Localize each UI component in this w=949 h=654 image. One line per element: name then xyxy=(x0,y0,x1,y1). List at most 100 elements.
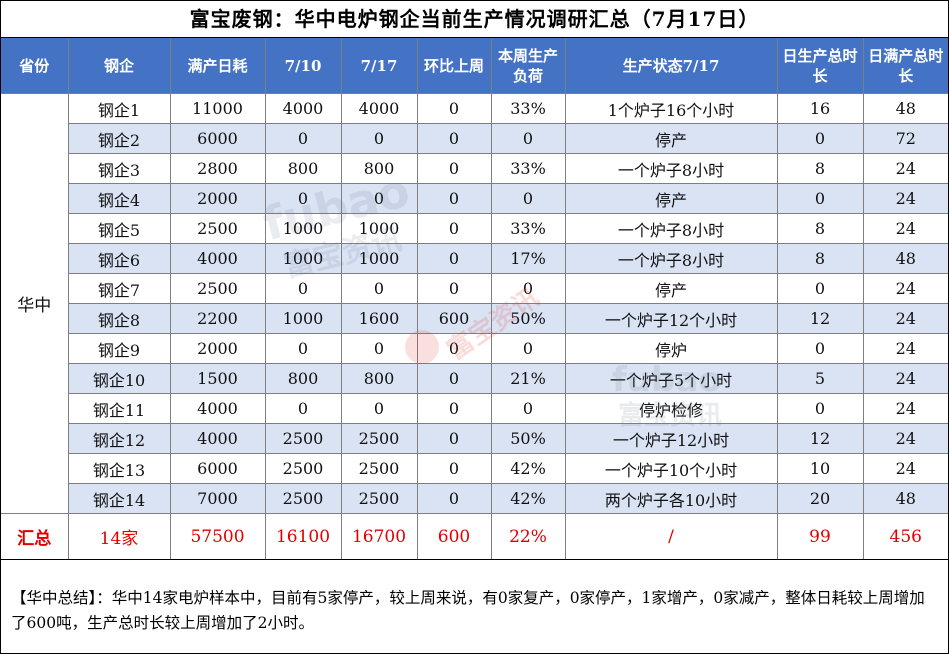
cell-prod-hours: 0 xyxy=(776,123,864,154)
cell-load: 33% xyxy=(490,93,566,124)
header-province: 省份 xyxy=(1,38,69,94)
cell-wow: 0 xyxy=(416,213,492,244)
cell-load: 42% xyxy=(490,453,566,484)
cell-company: 钢企9 xyxy=(68,333,171,364)
cell-d710: 2500 xyxy=(264,453,342,484)
cell-company: 钢企14 xyxy=(68,483,171,514)
cell-load: 50% xyxy=(490,423,566,454)
cell-company: 钢企7 xyxy=(68,273,171,304)
cell-load: 33% xyxy=(490,213,566,244)
cell-full: 2000 xyxy=(169,333,266,364)
cell-full: 4000 xyxy=(169,243,266,274)
total-status: / xyxy=(564,513,778,560)
table-row: 钢企4 2000 0 0 0 0 停产 0 24 xyxy=(1,183,948,214)
cell-company: 钢企10 xyxy=(68,363,171,394)
cell-prod-hours: 8 xyxy=(776,213,864,244)
cell-d710: 800 xyxy=(264,363,342,394)
total-full-hours: 456 xyxy=(862,513,948,560)
total-full: 57500 xyxy=(169,513,266,560)
cell-d717: 0 xyxy=(340,333,418,364)
total-wow: 600 xyxy=(416,513,492,560)
total-label: 汇总 xyxy=(1,513,69,560)
cell-d717: 2500 xyxy=(340,483,418,514)
table-row: 钢企9 2000 0 0 0 0 停炉 0 24 xyxy=(1,333,948,364)
cell-company: 钢企13 xyxy=(68,453,171,484)
cell-d710: 1000 xyxy=(264,303,342,334)
cell-status: 停产 xyxy=(564,183,778,214)
cell-full-hours: 24 xyxy=(862,393,948,424)
cell-wow: 600 xyxy=(416,303,492,334)
cell-wow: 0 xyxy=(416,183,492,214)
report-title: 富宝废钢：华中电炉钢企当前生产情况调研汇总（7月17日） xyxy=(1,1,948,38)
cell-status: 一个炉子8小时 xyxy=(564,213,778,244)
cell-full-hours: 24 xyxy=(862,303,948,334)
cell-full-hours: 24 xyxy=(862,453,948,484)
cell-d710: 0 xyxy=(264,123,342,154)
cell-load: 0 xyxy=(490,183,566,214)
cell-full: 2000 xyxy=(169,183,266,214)
cell-full-hours: 24 xyxy=(862,273,948,304)
cell-full-hours: 24 xyxy=(862,183,948,214)
cell-prod-hours: 5 xyxy=(776,363,864,394)
cell-status: 一个炉子10个小时 xyxy=(564,453,778,484)
cell-wow: 0 xyxy=(416,423,492,454)
cell-prod-hours: 20 xyxy=(776,483,864,514)
cell-full: 6000 xyxy=(169,123,266,154)
header-wow: 环比上周 xyxy=(416,38,492,94)
table-row: 钢企8 2200 1000 1600 600 50% 一个炉子12个小时 12 24 xyxy=(1,303,948,334)
cell-full-hours: 48 xyxy=(862,243,948,274)
cell-wow: 0 xyxy=(416,273,492,304)
cell-status: 一个炉子12小时 xyxy=(564,423,778,454)
cell-status: 1个炉子16个小时 xyxy=(564,93,778,124)
cell-d710: 800 xyxy=(264,153,342,184)
cell-d710: 4000 xyxy=(264,93,342,124)
cell-load: 17% xyxy=(490,243,566,274)
cell-company: 钢企3 xyxy=(68,153,171,184)
cell-status: 停产 xyxy=(564,123,778,154)
cell-prod-hours: 12 xyxy=(776,303,864,334)
summary-text: 【华中总结】：华中14家电炉样本中，目前有5家停产，较上周来说，有0家复产，0家… xyxy=(11,589,925,632)
table-row: 钢企10 1500 800 800 0 21% 一个炉子5个小时 5 24 xyxy=(1,363,948,394)
table-row: 钢企2 6000 0 0 0 0 停产 0 72 xyxy=(1,123,948,154)
cell-wow: 0 xyxy=(416,333,492,364)
cell-company: 钢企11 xyxy=(68,393,171,424)
cell-status: 一个炉子8小时 xyxy=(564,243,778,274)
table-row: 钢企11 4000 0 0 0 0 停炉检修 0 24 xyxy=(1,393,948,424)
table-row: 钢企7 2500 0 0 0 0 停产 0 24 xyxy=(1,273,948,304)
cell-full-hours: 24 xyxy=(862,333,948,364)
cell-prod-hours: 12 xyxy=(776,423,864,454)
table-row: 钢企6 4000 1000 1000 0 17% 一个炉子8小时 8 48 xyxy=(1,243,948,274)
cell-prod-hours: 8 xyxy=(776,243,864,274)
cell-full: 4000 xyxy=(169,423,266,454)
cell-prod-hours: 0 xyxy=(776,333,864,364)
cell-wow: 0 xyxy=(416,483,492,514)
cell-wow: 0 xyxy=(416,243,492,274)
cell-full: 11000 xyxy=(169,93,266,124)
cell-full-hours: 24 xyxy=(862,363,948,394)
header-row: 省份 钢企 满产日耗 7/10 7/17 环比上周 本周生产负荷 生产状态7/17 日生产总时长… xyxy=(1,38,948,94)
cell-wow: 0 xyxy=(416,363,492,394)
cell-d710: 1000 xyxy=(264,213,342,244)
production-table: 省份 钢企 满产日耗 7/10 7/17 环比上周 本周生产负荷 生产状态7/17 日生产总时长… xyxy=(1,38,948,560)
cell-d717: 1000 xyxy=(340,213,418,244)
cell-full-hours: 48 xyxy=(862,483,948,514)
total-row: 汇总 14家 57500 16100 16700 600 22%/99 456 xyxy=(1,513,948,560)
table-row: 钢企12 4000 2500 2500 0 50% 一个炉子12小时 12 24 xyxy=(1,423,948,454)
cell-d710: 0 xyxy=(264,393,342,424)
cell-d717: 0 xyxy=(340,183,418,214)
cell-company: 钢企1 xyxy=(67,93,171,124)
header-status: 生产状态7/17 xyxy=(564,38,778,94)
cell-full: 4000 xyxy=(169,393,266,424)
table-row: 钢企13 6000 2500 2500 0 42% 一个炉子10个小时 10 24 xyxy=(1,453,948,484)
header-load: 本周生产负荷 xyxy=(490,38,566,94)
cell-d717: 4000 xyxy=(340,93,418,124)
cell-full: 1500 xyxy=(169,363,266,394)
cell-status: 一个炉子8小时 xyxy=(564,153,778,184)
cell-full: 2800 xyxy=(169,153,266,184)
cell-d717: 1600 xyxy=(340,303,418,334)
cell-d717: 0 xyxy=(340,123,418,154)
cell-d710: 2500 xyxy=(264,423,342,454)
cell-d717: 0 xyxy=(340,273,418,304)
cell-wow: 0 xyxy=(416,393,492,424)
cell-full: 7000 xyxy=(169,483,266,514)
